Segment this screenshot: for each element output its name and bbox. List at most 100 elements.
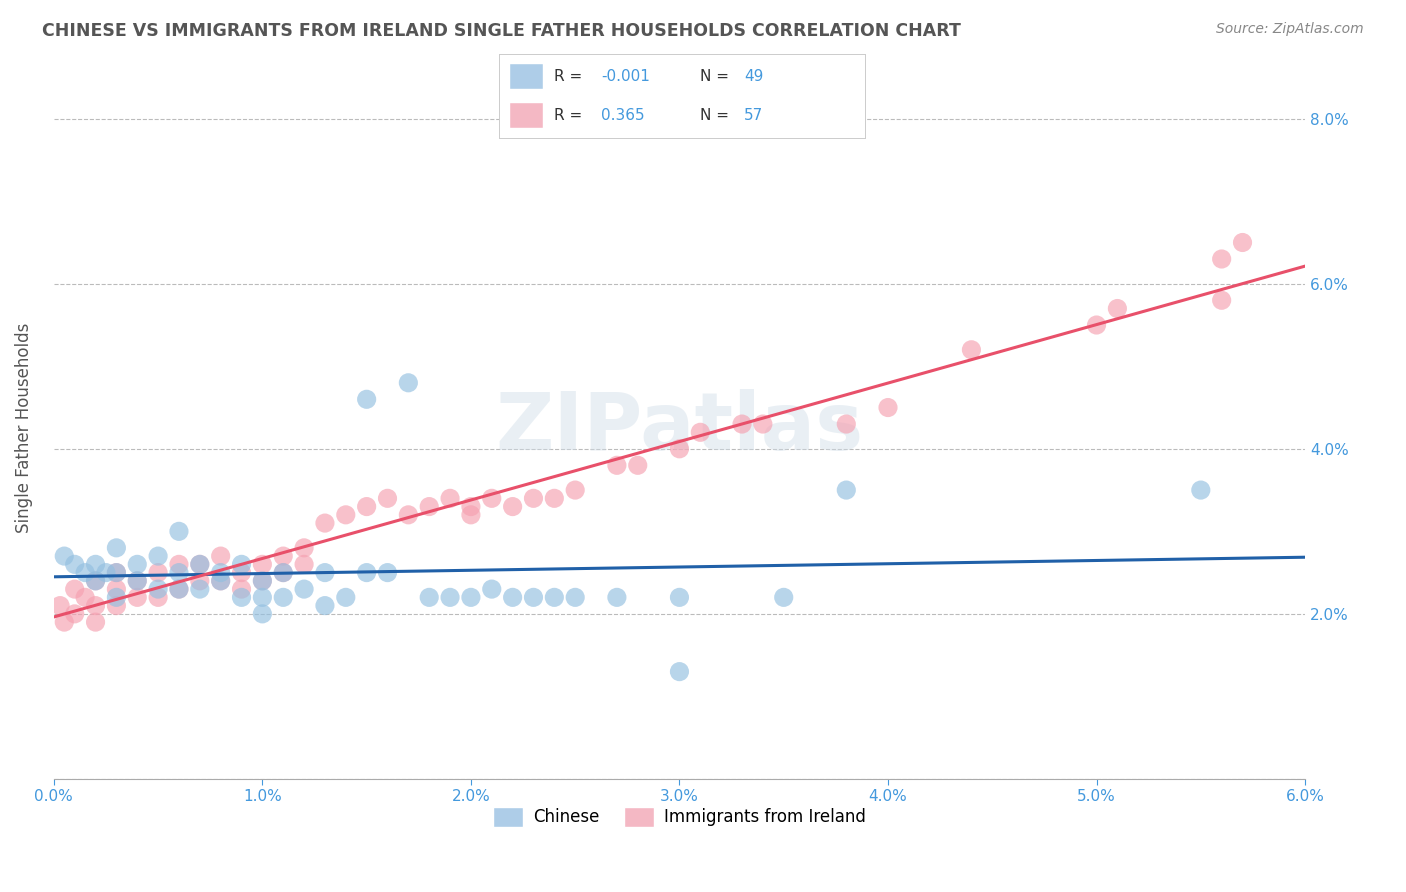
Point — [167, 566, 190, 580]
Text: R =: R = — [554, 108, 588, 123]
Point — [731, 417, 754, 431]
Point — [167, 558, 190, 572]
Point — [439, 591, 461, 605]
Point — [606, 591, 628, 605]
Point — [271, 591, 294, 605]
Point — [252, 574, 274, 588]
Point — [231, 558, 253, 572]
Point — [418, 500, 440, 514]
Point — [209, 549, 232, 563]
Point — [564, 483, 586, 497]
Point — [105, 541, 128, 555]
Point — [84, 574, 107, 588]
Point — [877, 401, 900, 415]
Point — [127, 574, 149, 588]
Point — [314, 516, 336, 530]
Point — [564, 591, 586, 605]
Point — [335, 591, 357, 605]
Point — [292, 558, 315, 572]
Text: N =: N = — [700, 69, 734, 84]
Point — [49, 599, 72, 613]
Point — [1232, 235, 1254, 250]
Point — [231, 591, 253, 605]
Point — [1085, 318, 1108, 332]
Point — [188, 558, 211, 572]
Point — [418, 591, 440, 605]
Point — [127, 574, 149, 588]
Point — [105, 599, 128, 613]
Point — [460, 500, 482, 514]
Point — [127, 591, 149, 605]
Point — [502, 591, 524, 605]
Text: Source: ZipAtlas.com: Source: ZipAtlas.com — [1216, 22, 1364, 37]
Bar — [510, 103, 543, 128]
Text: CHINESE VS IMMIGRANTS FROM IRELAND SINGLE FATHER HOUSEHOLDS CORRELATION CHART: CHINESE VS IMMIGRANTS FROM IRELAND SINGL… — [42, 22, 962, 40]
Point — [543, 491, 565, 506]
Point — [314, 566, 336, 580]
Point — [105, 566, 128, 580]
Point — [439, 491, 461, 506]
Point — [105, 566, 128, 580]
Point — [167, 582, 190, 596]
Point — [377, 491, 399, 506]
Point — [209, 574, 232, 588]
Point — [75, 566, 97, 580]
Y-axis label: Single Father Households: Single Father Households — [15, 323, 32, 533]
Point — [105, 591, 128, 605]
Point — [772, 591, 794, 605]
Text: ZIPatlas: ZIPatlas — [495, 389, 863, 467]
Point — [188, 558, 211, 572]
Point — [668, 442, 690, 456]
Point — [522, 591, 544, 605]
Point — [146, 566, 169, 580]
Text: 57: 57 — [744, 108, 763, 123]
Point — [188, 574, 211, 588]
Point — [252, 591, 274, 605]
Point — [63, 558, 86, 572]
Point — [502, 500, 524, 514]
Point — [271, 549, 294, 563]
Point — [53, 549, 76, 563]
Point — [1189, 483, 1212, 497]
Point — [960, 343, 983, 357]
Point — [146, 549, 169, 563]
Point — [335, 508, 357, 522]
Point — [105, 582, 128, 596]
Point — [231, 582, 253, 596]
Point — [53, 615, 76, 629]
Point — [835, 483, 858, 497]
Point — [460, 508, 482, 522]
Point — [271, 566, 294, 580]
Text: 0.365: 0.365 — [602, 108, 645, 123]
Point — [396, 508, 419, 522]
Point — [209, 566, 232, 580]
Point — [75, 591, 97, 605]
Point — [356, 566, 378, 580]
Point — [627, 458, 650, 473]
Point — [188, 582, 211, 596]
Point — [377, 566, 399, 580]
Point — [752, 417, 775, 431]
Point — [1107, 301, 1129, 316]
Point — [835, 417, 858, 431]
Point — [292, 541, 315, 555]
Point — [63, 607, 86, 621]
Point — [252, 558, 274, 572]
Point — [94, 566, 117, 580]
Point — [668, 665, 690, 679]
Point — [84, 558, 107, 572]
Point — [460, 591, 482, 605]
Point — [271, 566, 294, 580]
Point — [167, 582, 190, 596]
Point — [668, 591, 690, 605]
Point — [396, 376, 419, 390]
Point — [606, 458, 628, 473]
Point — [167, 524, 190, 539]
Text: -0.001: -0.001 — [602, 69, 651, 84]
Point — [1211, 293, 1233, 308]
Point — [356, 392, 378, 407]
Point — [689, 425, 711, 440]
Point — [543, 591, 565, 605]
Point — [481, 582, 503, 596]
Point — [292, 582, 315, 596]
